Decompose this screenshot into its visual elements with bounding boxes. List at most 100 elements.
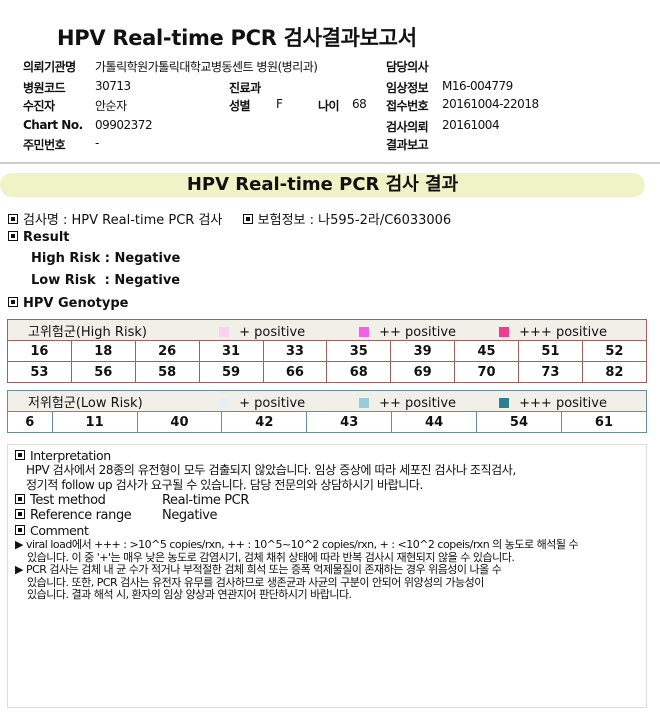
age-value: 68: [352, 97, 367, 111]
genotype-cell: 33: [262, 340, 328, 362]
hospital-code-value: 30713: [95, 79, 131, 93]
test-method-label: Test method: [30, 493, 106, 508]
high-risk-result: High Risk : Negative: [31, 251, 181, 266]
comment-line: PCR 검사는 검체 내 균 수가 적거나 부적절한 검체 희석 또는 증폭 억…: [25, 563, 502, 576]
comment-line: viral load에서 +++ : >10^5 copies/rxn, ++ …: [25, 538, 579, 551]
genotype-cell: 40: [136, 411, 223, 433]
genotype-cell: 45: [454, 340, 519, 362]
genotype-cell: 42: [221, 411, 308, 433]
legend-item: ++ positive: [359, 396, 499, 411]
legend-label: +++ positive: [519, 395, 607, 411]
receipt-value: 20161004-22018: [442, 97, 539, 111]
request-label: 검사의뢰: [386, 120, 429, 134]
legend-swatch: [359, 397, 370, 408]
request-value: 20161004: [442, 118, 500, 132]
legend-swatch: [219, 397, 230, 408]
comment-heading: Comment: [30, 523, 89, 538]
interpretation-heading: Interpretation: [30, 448, 111, 463]
legend-label: ++ positive: [379, 395, 457, 411]
genotype-cell: 82: [581, 361, 648, 383]
low-risk-header: 저위험군(Low Risk) + positive ++ positive +++ …: [7, 390, 647, 412]
bullet-icon: [15, 494, 25, 504]
genotype-cell: 53: [7, 361, 72, 383]
legend-swatch: [359, 326, 370, 337]
interpretation-text: HPV 검사에서 28종의 유전형이 모두 검출되지 않았습니다. 임상 증상에…: [26, 463, 516, 477]
genotype-cell: 69: [390, 361, 456, 383]
institution-value: 가톨릭학원가톨릭대학교병동센트 병원(병리과): [95, 60, 318, 74]
genotype-cell: 68: [326, 361, 392, 383]
clinical-value: M16-004779: [442, 79, 513, 93]
insurance-info: 보험정보 : 나595-2라/C6033006: [257, 213, 452, 228]
legend-label: + positive: [239, 324, 306, 340]
legend-swatch: [499, 397, 510, 408]
patient-label: 수진자: [23, 99, 55, 113]
high-risk-header: 고위험군(High Risk) + positive ++ positive +++…: [7, 319, 647, 341]
genotype-cell: 54: [476, 411, 562, 433]
legend-item: +++ positive: [499, 325, 607, 340]
genotype-row: 53 56 58 59 66 68 69 70 73 82: [7, 361, 648, 383]
legend-swatch: [499, 326, 510, 337]
bullet-icon: [15, 509, 25, 519]
genotype-cell: 70: [454, 361, 519, 383]
genotype-cell: 16: [7, 340, 72, 362]
bullet-icon: [8, 214, 18, 224]
chart-value: 09902372: [95, 118, 153, 132]
genotype-cell: 11: [51, 411, 138, 433]
legend-item: + positive: [219, 325, 359, 340]
genotype-cell: 59: [198, 361, 264, 383]
bullet-icon: [8, 231, 18, 241]
legend-item: + positive: [219, 396, 359, 411]
patient-value: 안순자: [95, 99, 127, 113]
test-info-line: 검사명 : HPV Real-time PCR 검사 보험정보 : 나595-2…: [8, 209, 451, 228]
bullet-icon: [242, 214, 253, 224]
genotype-cell: 66: [262, 361, 328, 383]
genotype-cell: 35: [326, 340, 392, 362]
arrow-bullet-icon: ▶: [15, 563, 26, 576]
clinical-label: 임상정보: [386, 81, 429, 95]
chart-label: Chart No.: [23, 118, 83, 132]
sex-value: F: [276, 97, 283, 111]
test-method-value: Real-time PCR: [162, 493, 249, 508]
genotype-cell: 31: [198, 340, 264, 362]
genotype-cell: 43: [306, 411, 393, 433]
legend-item: +++ positive: [499, 396, 607, 411]
dept-label: 진료과: [229, 81, 261, 95]
institution-label: 의뢰기관명: [23, 60, 76, 74]
report-label: 결과보고: [386, 138, 429, 152]
age-label: 나이: [318, 99, 340, 113]
low-risk-table: 저위험군(Low Risk) + positive ++ positive +++ …: [7, 390, 648, 433]
reference-value: Negative: [162, 508, 218, 523]
receipt-label: 접수번호: [386, 99, 429, 113]
genotype-heading: HPV Genotype: [23, 296, 129, 311]
bullet-icon: [15, 450, 25, 460]
genotype-cell: 44: [391, 411, 478, 433]
test-name: 검사명 : HPV Real-time PCR 검사: [23, 213, 223, 228]
comment-line: 있습니다. 또한, PCR 검사는 유전자 유무를 검사하므로 생존균과 사균의…: [27, 575, 484, 589]
comment-line: 있습니다. 결과 해석 시, 환자의 임상 양상과 연관지어 판단하시기 바랍니…: [27, 588, 352, 601]
low-risk-result: Low Risk : Negative: [31, 273, 181, 288]
high-risk-label: 고위험군(High Risk): [28, 324, 147, 340]
genotype-row: 16 18 26 31 33 35 39 45 51 52: [7, 340, 648, 362]
hospital-code-label: 병원코드: [23, 81, 66, 95]
result-heading: Result: [23, 230, 70, 245]
id-value: -: [95, 136, 99, 150]
legend-swatch: [219, 326, 230, 337]
arrow-bullet-icon: ▶: [15, 538, 26, 551]
interpretation-box: Interpretation HPV 검사에서 28종의 유전형이 모두 검출되…: [7, 444, 647, 708]
sex-label: 성별: [229, 99, 251, 113]
comment-line: 있습니다. 이 중 '+'는 매우 낮은 농도로 감염시기, 검체 채취 상태에…: [27, 550, 515, 564]
genotype-cell: 18: [70, 340, 136, 362]
genotype-cell: 58: [134, 361, 200, 383]
genotype-cell: 39: [390, 340, 456, 362]
legend-label: ++ positive: [379, 324, 457, 340]
genotype-cell: 73: [518, 361, 583, 383]
legend-label: +++ positive: [519, 324, 607, 340]
bullet-icon: [15, 525, 25, 535]
divider: [0, 162, 660, 164]
genotype-cell: 52: [581, 340, 648, 362]
legend-item: ++ positive: [359, 325, 499, 340]
legend-label: + positive: [239, 395, 306, 411]
bullet-icon: [8, 297, 18, 307]
genotype-cell: 61: [560, 411, 648, 433]
genotype-cell: 51: [518, 340, 583, 362]
